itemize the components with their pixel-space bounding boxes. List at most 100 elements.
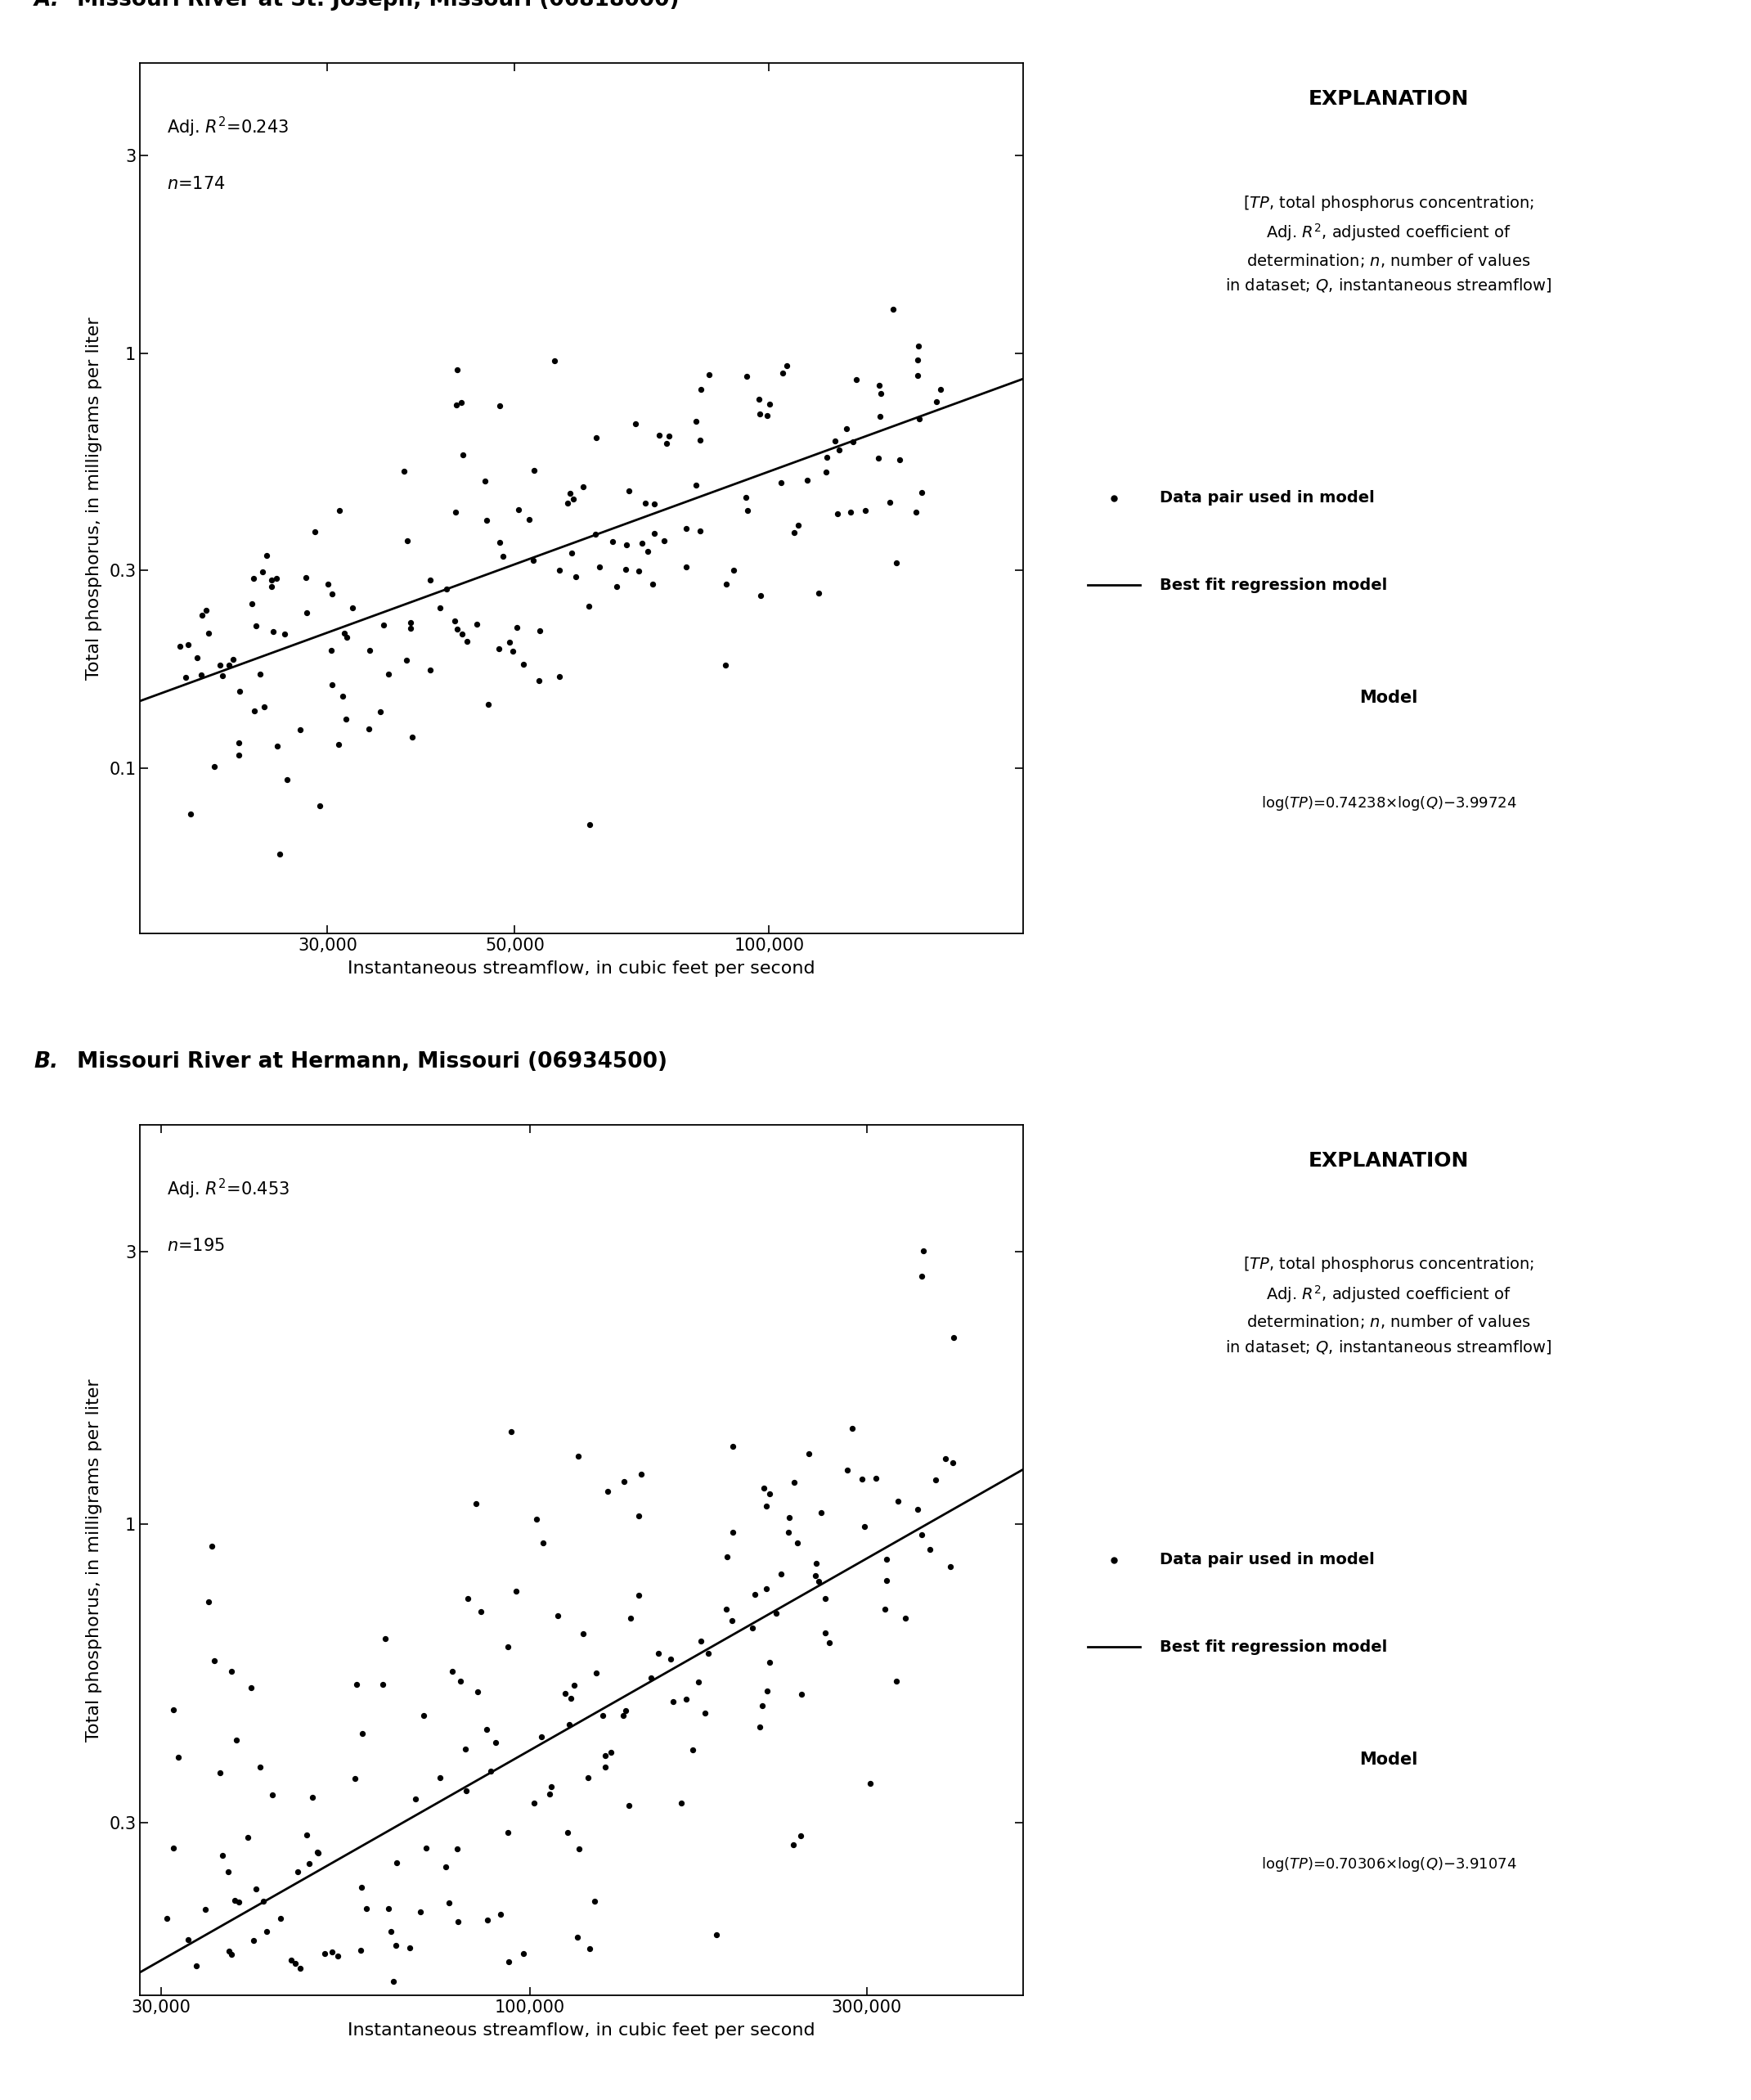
Point xyxy=(720,1516,748,1550)
Point xyxy=(240,561,268,594)
Point xyxy=(543,1598,571,1632)
Point xyxy=(685,1665,713,1699)
Point xyxy=(909,475,937,508)
Point xyxy=(786,1819,814,1852)
Point xyxy=(375,1892,403,1926)
Point xyxy=(909,1235,937,1268)
Point xyxy=(744,382,772,416)
Point xyxy=(856,1766,884,1800)
Point xyxy=(527,1720,555,1754)
Point xyxy=(443,1831,471,1865)
Point xyxy=(569,1617,597,1651)
Point xyxy=(193,594,221,628)
Point xyxy=(865,368,893,401)
Point xyxy=(630,487,658,521)
Point xyxy=(807,1495,835,1529)
Text: EXPLANATION: EXPLANATION xyxy=(1308,88,1469,109)
Point xyxy=(347,1934,375,1968)
Point xyxy=(452,1733,480,1766)
Point xyxy=(749,1472,777,1506)
Point xyxy=(802,1546,830,1579)
Point xyxy=(609,1699,637,1732)
Point xyxy=(937,1550,965,1583)
Point xyxy=(194,1586,222,1619)
Point xyxy=(720,554,748,588)
Point xyxy=(198,1529,226,1562)
Point xyxy=(590,1751,618,1785)
Point xyxy=(783,1527,811,1560)
Point xyxy=(686,514,714,548)
Point xyxy=(443,353,471,386)
Point xyxy=(904,330,932,363)
Point xyxy=(200,750,228,783)
Point xyxy=(282,1947,310,1980)
Point xyxy=(779,1466,807,1499)
Point xyxy=(891,1602,919,1636)
Point xyxy=(923,384,951,418)
Point xyxy=(746,397,774,430)
Point xyxy=(343,1667,371,1701)
Point xyxy=(805,1564,833,1598)
Point xyxy=(679,1733,707,1766)
Point xyxy=(837,496,865,529)
Point xyxy=(541,344,569,378)
Point xyxy=(298,1781,326,1814)
Point xyxy=(443,613,471,647)
Point xyxy=(487,1898,515,1932)
Point xyxy=(259,1779,287,1812)
Point xyxy=(396,1930,424,1964)
Point xyxy=(658,1684,686,1718)
Point xyxy=(529,1527,557,1560)
Point xyxy=(756,1644,784,1678)
Point xyxy=(487,525,515,559)
Point xyxy=(417,653,445,687)
Point xyxy=(711,649,739,682)
Text: log($\mathit{TP}$)=0.74238$\times$log($\mathit{Q}$)$-$3.99724: log($\mathit{TP}$)=0.74238$\times$log($\… xyxy=(1261,794,1516,813)
X-axis label: Instantaneous streamflow, in cubic feet per second: Instantaneous streamflow, in cubic feet … xyxy=(348,2022,816,2039)
Point xyxy=(627,1457,655,1491)
Point xyxy=(916,1533,944,1567)
Point xyxy=(305,1835,333,1869)
Point xyxy=(812,456,840,489)
Point xyxy=(432,571,461,605)
Point xyxy=(324,1940,352,1974)
Point xyxy=(499,634,527,668)
Point xyxy=(250,691,278,724)
Point xyxy=(581,1884,609,1917)
Point xyxy=(746,1709,774,1743)
Point xyxy=(739,1611,767,1644)
Text: Best fit regression model: Best fit regression model xyxy=(1159,1640,1387,1655)
Point xyxy=(644,1636,672,1670)
Point xyxy=(842,363,870,397)
Point xyxy=(348,1716,376,1749)
Point xyxy=(277,1942,305,1976)
Point xyxy=(462,1487,490,1520)
Point xyxy=(382,1930,410,1964)
Point xyxy=(921,1464,949,1497)
Point xyxy=(401,1783,429,1816)
Point xyxy=(390,456,418,489)
Point xyxy=(292,561,320,594)
Text: [$\mathit{TP}$, total phosphorus concentration;
Adj. $\mathit{R}^2$, adjusted co: [$\mathit{TP}$, total phosphorus concent… xyxy=(1226,1256,1551,1357)
Point xyxy=(566,1831,594,1865)
Point xyxy=(702,1917,730,1951)
Point xyxy=(825,433,853,466)
Point xyxy=(525,664,553,697)
Point xyxy=(861,1462,890,1495)
Point xyxy=(238,586,266,620)
Point xyxy=(816,1625,844,1659)
Point xyxy=(672,1682,700,1716)
Point xyxy=(555,477,583,510)
Point xyxy=(653,426,681,460)
Point xyxy=(753,399,781,433)
Point xyxy=(417,563,445,596)
Point xyxy=(592,1739,620,1772)
Point xyxy=(576,809,604,842)
Point xyxy=(536,1777,564,1810)
Point xyxy=(560,1667,588,1701)
Point xyxy=(294,1846,322,1880)
Point xyxy=(249,554,277,588)
Point xyxy=(781,517,809,550)
Point xyxy=(695,357,723,391)
Point xyxy=(266,838,294,871)
